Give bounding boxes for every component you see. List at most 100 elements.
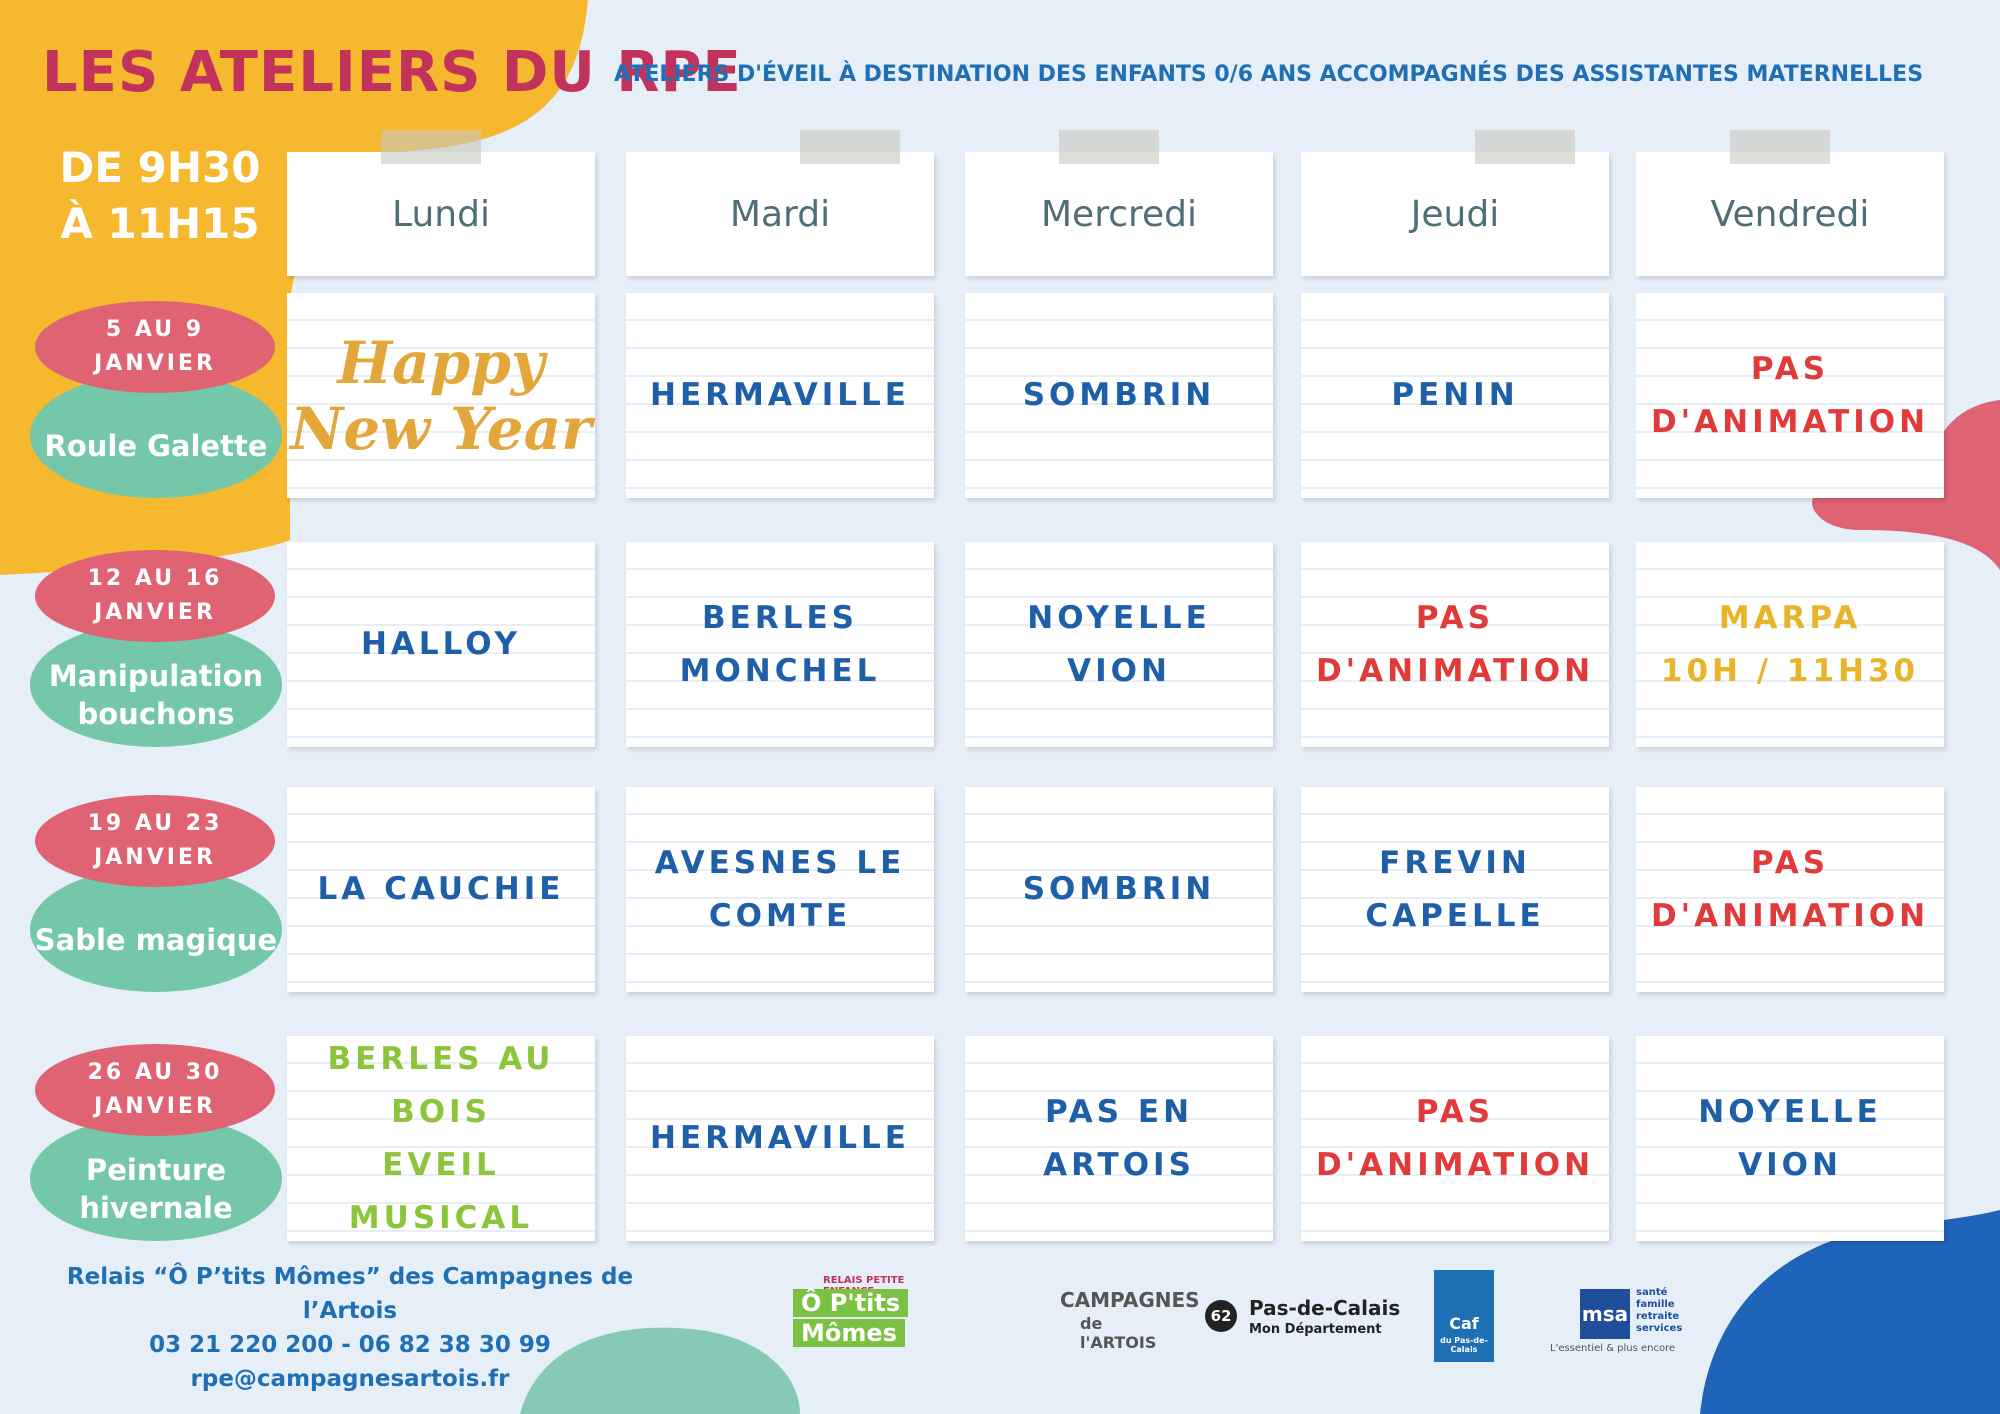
- cell-text: SOMBRIN: [1022, 377, 1216, 413]
- blue-blob: [1700, 1210, 2000, 1414]
- cell-text: PAS: [1415, 1093, 1495, 1130]
- cell-text: BERLES: [702, 599, 858, 636]
- contact-line: 03 21 220 200 - 06 82 38 30 99: [149, 1332, 551, 1358]
- date-line: JANVIER: [94, 1094, 216, 1119]
- cell-text: SOMBRIN: [1022, 871, 1216, 907]
- date-badge: 26 AU 30 JANVIER: [35, 1044, 275, 1136]
- logo-text: famille: [1636, 1299, 1675, 1310]
- contact-line: rpe@campagnesartois.fr: [190, 1366, 510, 1392]
- title: LES ATELIERS DU RPE: [42, 40, 742, 105]
- cell-text: MONCHEL: [679, 652, 881, 689]
- cell-text: HERMAVILLE: [650, 377, 910, 413]
- theme-badge: Roule Galette: [30, 373, 282, 498]
- logo: msa santé famille retraite services L'essenti…: [1550, 1285, 1700, 1355]
- cell-card: HERMAVILLE: [626, 293, 934, 498]
- cell-text: D'ANIMATION: [1650, 897, 1930, 934]
- tape: [381, 130, 481, 164]
- cell-text: HALLOY: [360, 626, 522, 662]
- cell-text: NOYELLE: [1027, 599, 1211, 636]
- hours-line: À 11H15: [60, 199, 260, 248]
- cell-card: SOMBRIN: [965, 293, 1273, 498]
- date-badge: 19 AU 23 JANVIER: [35, 795, 275, 887]
- logo-text: Mômes: [793, 1319, 905, 1347]
- cell-card: HERMAVILLE: [626, 1036, 934, 1241]
- cell-text: VION: [1738, 1146, 1842, 1183]
- logo-text: msa: [1580, 1289, 1630, 1339]
- date-line: 5 AU 9: [105, 317, 205, 342]
- logo-text: retraite: [1636, 1311, 1680, 1322]
- contact: Relais “Ô P’tits Mômes” des Campagnes de…: [30, 1260, 670, 1396]
- cell-card: LA CAUCHIE: [287, 787, 595, 992]
- day-header: Vendredi: [1636, 152, 1944, 276]
- logo: Caf du Pas-de-Calais: [1434, 1270, 1494, 1362]
- cell-text: PENIN: [1391, 377, 1519, 413]
- tape: [1059, 130, 1159, 164]
- logo-text: Mon Département: [1249, 1322, 1382, 1337]
- cell-text: PAS: [1415, 599, 1495, 636]
- cell-text: ARTOIS: [1043, 1146, 1195, 1183]
- cell-card: SOMBRIN: [965, 787, 1273, 992]
- cell-card: FREVIN CAPELLE: [1301, 787, 1609, 992]
- cell-text: PAS: [1750, 350, 1830, 387]
- hours: DE 9H30 À 11H15: [40, 140, 280, 252]
- theme-badge: Sable magique: [30, 867, 282, 992]
- logo-text: Pas-de-Calais: [1249, 1296, 1401, 1320]
- cell-text: CAPELLE: [1365, 897, 1545, 934]
- cell-text: Happy: [337, 328, 545, 397]
- day-header: Jeudi: [1301, 152, 1609, 276]
- cell-card: PAS D'ANIMATION: [1636, 787, 1944, 992]
- cell-card: PAS D'ANIMATION: [1301, 542, 1609, 747]
- cell-text: MARPA: [1718, 599, 1862, 636]
- cell-text: AVESNES LE: [654, 844, 906, 881]
- contact-line: Relais “Ô P’tits Mômes” des Campagnes de…: [66, 1264, 634, 1324]
- logo: CAMPAGNES de l'ARTOIS: [1020, 1288, 1200, 1352]
- cell-text: PAS: [1750, 844, 1830, 881]
- theme-line: Sable magique: [34, 922, 278, 957]
- day-header: Mardi: [626, 152, 934, 276]
- cell-card: AVESNES LE COMTE: [626, 787, 934, 992]
- cell-card: HALLOY: [287, 542, 595, 747]
- logo-text: L'essentiel & plus encore: [1550, 1343, 1676, 1354]
- hours-line: DE 9H30: [59, 143, 261, 192]
- cell-card: MARPA 10H / 11H30: [1636, 542, 1944, 747]
- cell-card: Happy New Year: [287, 293, 595, 498]
- tape: [800, 130, 900, 164]
- cell-card: PAS D'ANIMATION: [1301, 1036, 1609, 1241]
- date-line: 19 AU 23: [87, 811, 223, 836]
- theme-line: bouchons: [77, 696, 235, 731]
- date-line: JANVIER: [94, 845, 216, 870]
- cell-text: EVEIL MUSICAL: [348, 1146, 534, 1236]
- date-line: 26 AU 30: [87, 1060, 223, 1085]
- cell-text: BOIS: [391, 1093, 491, 1130]
- cell-text: D'ANIMATION: [1650, 403, 1930, 440]
- date-line: 12 AU 16: [87, 566, 223, 591]
- cell-card: BERLES AU BOIS EVEIL MUSICAL: [287, 1036, 595, 1241]
- day-header: Mercredi: [965, 152, 1273, 276]
- cell-text: COMTE: [708, 897, 852, 934]
- cell-card: PAS EN ARTOIS: [965, 1036, 1273, 1241]
- cell-text: BERLES AU: [327, 1040, 555, 1077]
- cell-card: NOYELLE VION: [965, 542, 1273, 747]
- theme-line: hivernale: [79, 1190, 233, 1225]
- cell-text: VION: [1067, 652, 1171, 689]
- tape: [1730, 130, 1830, 164]
- subtitle: ATELIERS D'ÉVEIL À DESTINATION DES ENFAN…: [614, 62, 1924, 87]
- theme-line: Manipulation: [48, 658, 264, 693]
- theme-line: Peinture: [86, 1152, 226, 1187]
- logo-text: santé: [1636, 1287, 1668, 1298]
- cell-card: NOYELLE VION: [1636, 1036, 1944, 1241]
- cell-card: BERLES MONCHEL: [626, 542, 934, 747]
- cell-text: 10H / 11H30: [1660, 652, 1920, 689]
- cell-card: PAS D'ANIMATION: [1636, 293, 1944, 498]
- cell-text: New Year: [290, 394, 592, 463]
- cell-text: NOYELLE: [1698, 1093, 1882, 1130]
- logo-text: du Pas-de-Calais: [1440, 1336, 1488, 1354]
- logo-text: de l'ARTOIS: [1080, 1314, 1157, 1352]
- cell-card: PENIN: [1301, 293, 1609, 498]
- cell-text: PAS EN: [1044, 1093, 1194, 1130]
- tape: [1475, 130, 1575, 164]
- date-badge: 5 AU 9 JANVIER: [35, 301, 275, 393]
- cell-text: D'ANIMATION: [1315, 652, 1595, 689]
